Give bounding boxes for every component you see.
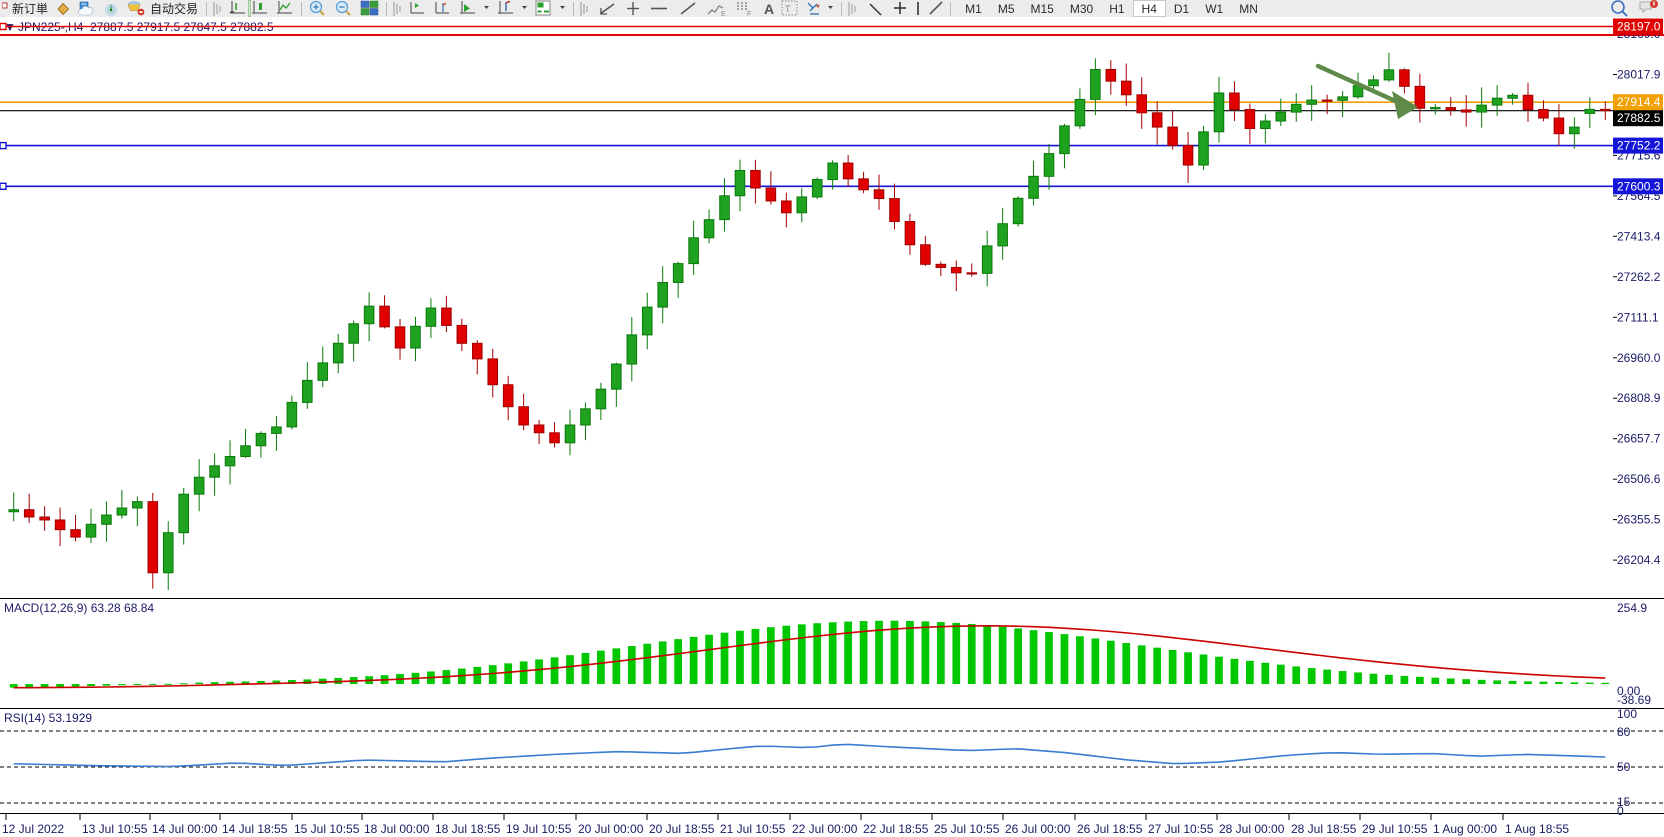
- svg-text:27262.2: 27262.2: [1617, 270, 1661, 284]
- svg-text:27413.4: 27413.4: [1617, 229, 1661, 243]
- svg-text:14 Jul 00:00: 14 Jul 00:00: [152, 822, 218, 836]
- svg-text:1 Aug 00:00: 1 Aug 00:00: [1433, 822, 1497, 836]
- svg-text:28 Jul 00:00: 28 Jul 00:00: [1219, 822, 1285, 836]
- svg-text:27752.2: 27752.2: [1617, 139, 1661, 153]
- svg-text:T: T: [785, 4, 791, 14]
- svg-text:13 Jul 10:55: 13 Jul 10:55: [82, 822, 148, 836]
- svg-text:22 Jul 00:00: 22 Jul 00:00: [792, 822, 858, 836]
- svg-text:28017.9: 28017.9: [1617, 68, 1661, 82]
- svg-text:26506.6: 26506.6: [1617, 472, 1661, 486]
- svg-text:18 Jul 18:55: 18 Jul 18:55: [435, 822, 501, 836]
- svg-text:20 Jul 18:55: 20 Jul 18:55: [649, 822, 715, 836]
- svg-text:28 Jul 18:55: 28 Jul 18:55: [1291, 822, 1357, 836]
- svg-text:26960.0: 26960.0: [1617, 351, 1661, 365]
- svg-text:27882.5: 27882.5: [1617, 111, 1661, 125]
- svg-text:28197.0: 28197.0: [1617, 20, 1661, 34]
- svg-text:26 Jul 00:00: 26 Jul 00:00: [1005, 822, 1071, 836]
- svg-text:1 Aug 18:55: 1 Aug 18:55: [1505, 822, 1569, 836]
- svg-text:27914.4: 27914.4: [1617, 95, 1661, 109]
- svg-text:27111.1: 27111.1: [1617, 310, 1659, 324]
- svg-text:21 Jul 10:55: 21 Jul 10:55: [720, 822, 786, 836]
- svg-text:26657.7: 26657.7: [1617, 432, 1661, 446]
- svg-text:14 Jul 18:55: 14 Jul 18:55: [222, 822, 288, 836]
- svg-text:26 Jul 18:55: 26 Jul 18:55: [1077, 822, 1143, 836]
- svg-text:26355.5: 26355.5: [1617, 513, 1661, 527]
- svg-text:29 Jul 10:55: 29 Jul 10:55: [1362, 822, 1428, 836]
- svg-text:E: E: [721, 11, 726, 17]
- svg-text:27 Jul 10:55: 27 Jul 10:55: [1148, 822, 1214, 836]
- svg-text:26808.9: 26808.9: [1617, 391, 1661, 405]
- svg-text:20 Jul 00:00: 20 Jul 00:00: [578, 822, 644, 836]
- svg-text:27600.3: 27600.3: [1617, 179, 1661, 193]
- svg-text:18 Jul 00:00: 18 Jul 00:00: [364, 822, 430, 836]
- svg-text:26204.4: 26204.4: [1617, 553, 1661, 567]
- svg-text:F: F: [747, 11, 751, 17]
- svg-text:19 Jul 10:55: 19 Jul 10:55: [506, 822, 572, 836]
- svg-text:12 Jul 2022: 12 Jul 2022: [2, 822, 64, 836]
- svg-text:15 Jul 10:55: 15 Jul 10:55: [294, 822, 360, 836]
- svg-text:22 Jul 18:55: 22 Jul 18:55: [863, 822, 929, 836]
- svg-text:25 Jul 10:55: 25 Jul 10:55: [934, 822, 1000, 836]
